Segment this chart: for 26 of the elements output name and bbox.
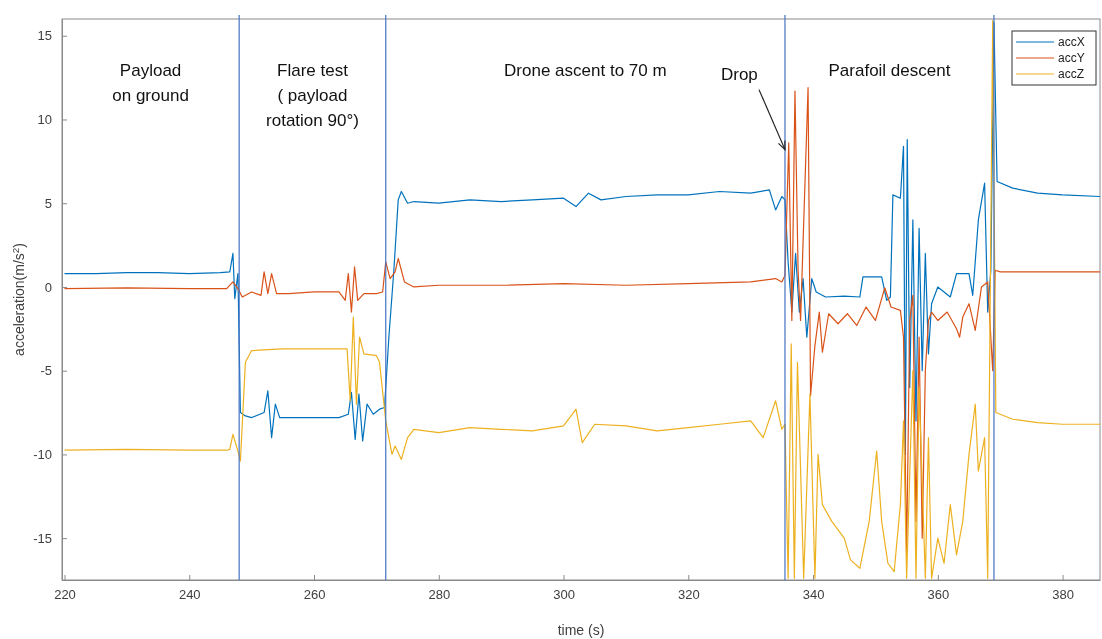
line-series bbox=[63, 20, 1100, 579]
y-tick-label: -5 bbox=[40, 363, 52, 379]
y-tick-label: -15 bbox=[33, 530, 52, 546]
annotation: Drone ascent to 70 m bbox=[504, 61, 667, 80]
x-tick-label: 300 bbox=[553, 587, 575, 603]
y-tick-label: 10 bbox=[37, 112, 52, 128]
annotation: Flare test ( payload rotation 90°) bbox=[266, 61, 359, 130]
y-tick-label: 15 bbox=[37, 28, 52, 44]
annotation: Payload on ground bbox=[112, 61, 189, 105]
x-tick-label: 380 bbox=[1052, 587, 1074, 603]
annotation: Drop bbox=[720, 64, 758, 84]
x-tick-label: 320 bbox=[677, 587, 700, 603]
annotation: Parafoil descent bbox=[828, 61, 951, 80]
y-tick-label: 5 bbox=[44, 195, 52, 211]
x-axis-title: time (s) bbox=[557, 622, 605, 638]
legend-label: accY bbox=[1058, 51, 1085, 65]
x-tick-label: 280 bbox=[428, 587, 451, 603]
x-tick-label: 220 bbox=[54, 587, 76, 603]
x-tick-label: 240 bbox=[178, 587, 201, 603]
x-tick-label: 340 bbox=[802, 587, 825, 603]
legend-label: accX bbox=[1058, 35, 1085, 49]
x-tick-label: 360 bbox=[927, 587, 950, 603]
y-tick-label: 0 bbox=[44, 279, 52, 295]
y-tick-label: -10 bbox=[33, 447, 52, 463]
x-tick-label: 260 bbox=[303, 587, 326, 603]
legend-label: accZ bbox=[1058, 67, 1085, 81]
